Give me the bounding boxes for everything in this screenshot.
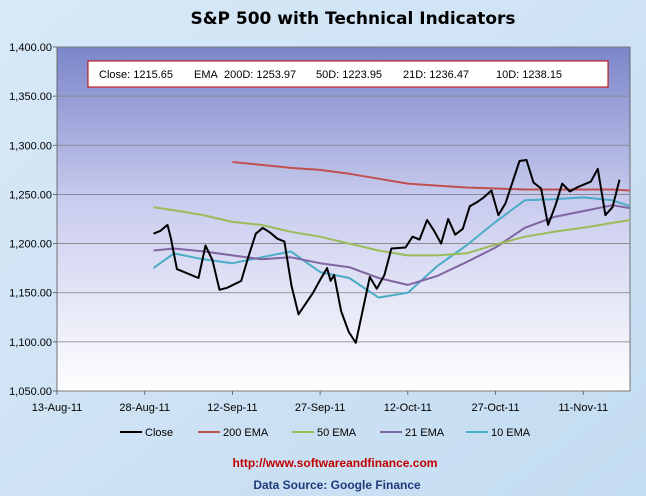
chart-title: S&P 500 with Technical Indicators: [190, 9, 515, 29]
legend-label-2: 50 EMA: [317, 427, 357, 439]
x-tick-label-6: 11-Nov-11: [558, 402, 608, 414]
info-close: Close: 1215.65: [99, 69, 173, 81]
legend-label-4: 10 EMA: [491, 427, 531, 439]
info-box: Close: 1215.65 EMA 200D: 1253.97 50D: 12…: [87, 60, 609, 88]
y-tick-label-2: 1,150.00: [9, 288, 52, 300]
series-line-close: [153, 159, 621, 344]
x-tick-label-5: 27-Oct-11: [471, 402, 519, 414]
footer-source: Data Source: Google Finance: [253, 478, 421, 492]
y-tick-label-1: 1,100.00: [9, 337, 52, 349]
gridlines: [57, 46, 630, 392]
y-tick-label-5: 1,300.00: [9, 140, 52, 152]
x-tick-label-3: 27-Sep-11: [295, 402, 346, 414]
legend-label-0: Close: [145, 427, 173, 439]
info-50d: 50D: 1223.95: [316, 69, 382, 81]
x-axis-ticks: 13-Aug-11 28-Aug-11 12-Sep-11 27-Sep-11 12-O…: [32, 391, 608, 414]
y-tick-label-4: 1,250.00: [9, 189, 52, 201]
x-tick-label-1: 28-Aug-11: [119, 402, 170, 414]
y-tick-label-0: 1,050.00: [9, 386, 52, 398]
y-tick-label-7: 1,400.00: [9, 42, 52, 54]
info-10d: 10D: 1238.15: [496, 69, 562, 81]
series-line-50-ema: [153, 206, 631, 257]
series-lines: [152, 159, 631, 344]
plot-area: [56, 46, 631, 392]
series-line-10-ema: [152, 196, 631, 299]
info-200d: 200D: 1253.97: [224, 69, 296, 81]
legend-label-3: 21 EMA: [405, 427, 445, 439]
x-tick-label-4: 12-Oct-11: [384, 402, 432, 414]
footer-url[interactable]: http://www.softwareandfinance.com: [233, 456, 438, 470]
y-tick-label-3: 1,200.00: [9, 239, 52, 251]
series-line-21-ema: [153, 204, 631, 286]
y-tick-label-6: 1,350.00: [9, 91, 52, 103]
x-tick-label-2: 12-Sep-11: [207, 402, 258, 414]
legend-label-1: 200 EMA: [223, 427, 269, 439]
legend: Close 200 EMA 50 EMA 21 EMA 10 EMA: [120, 427, 531, 439]
y-axis-ticks: 1,050.00 1,100.00 1,150.00 1,200.00 1,250.00…: [9, 42, 57, 398]
info-21d: 21D: 1236.47: [403, 69, 469, 81]
info-ema-label: EMA: [194, 69, 219, 81]
x-tick-label-0: 13-Aug-11: [32, 402, 83, 414]
